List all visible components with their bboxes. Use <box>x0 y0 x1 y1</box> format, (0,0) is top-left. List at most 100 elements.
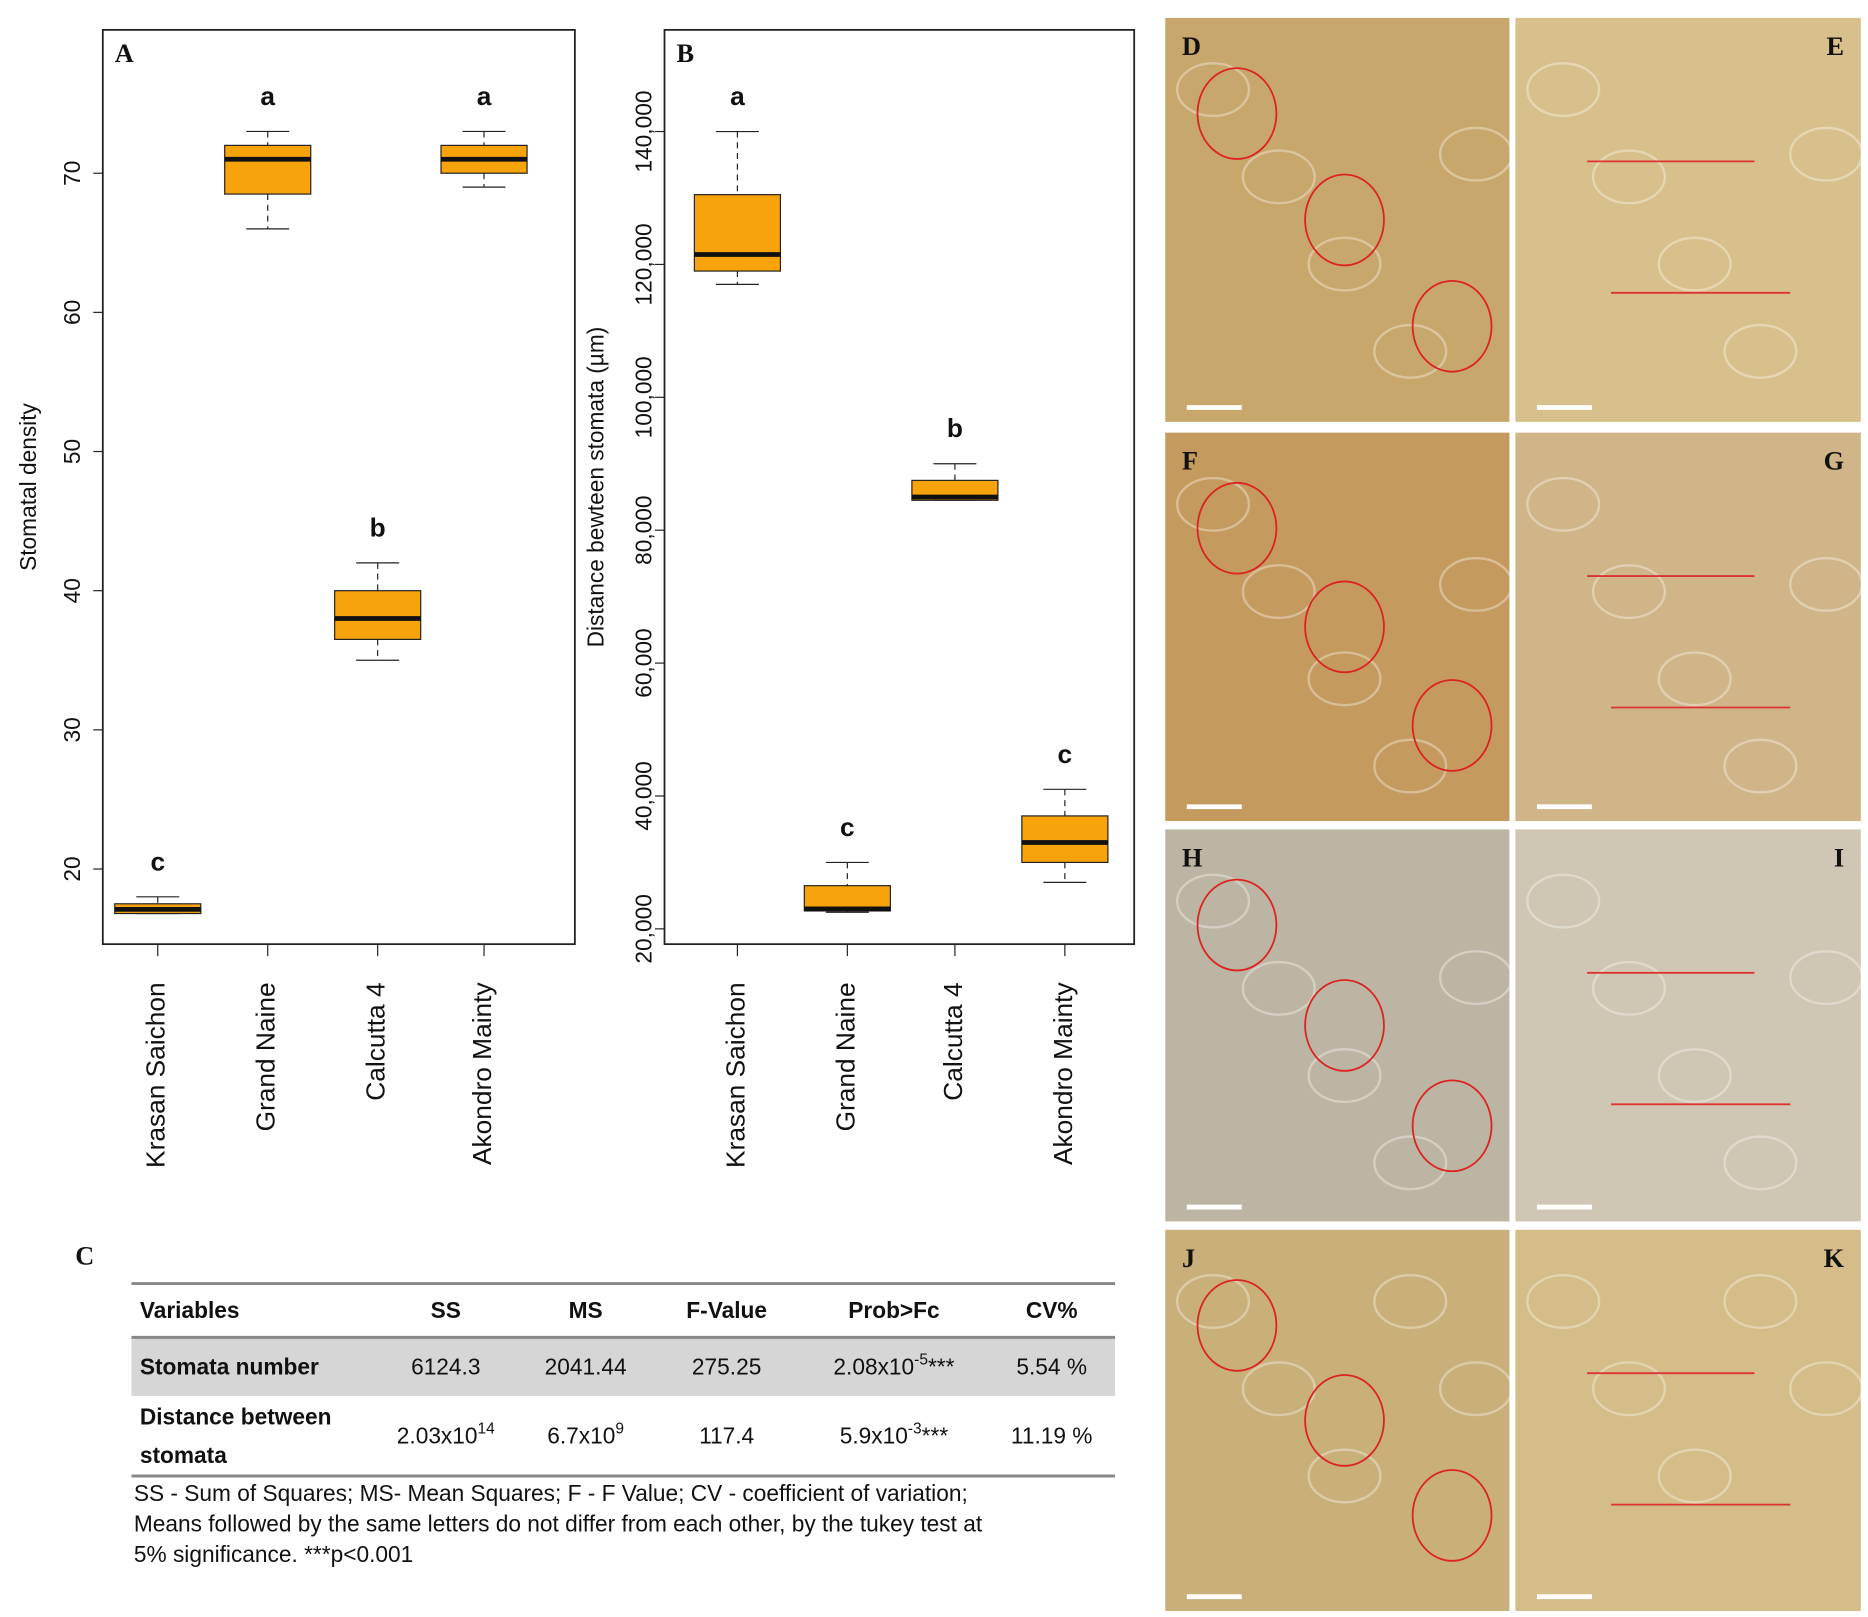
stoma-marker <box>1196 878 1278 972</box>
cell-base: 6124.3 <box>411 1353 480 1379</box>
cell-tail: *** <box>928 1353 955 1379</box>
table-note: Means followed by the same letters do no… <box>134 1511 983 1537</box>
table-cell: 6.7x109 <box>547 1420 624 1448</box>
row-label: Stomata number <box>140 1353 319 1379</box>
cell-outline <box>1657 651 1732 707</box>
cell-outline <box>1307 236 1382 292</box>
cell-outline <box>1591 960 1667 1016</box>
cell-outline <box>1723 1274 1798 1329</box>
cell-outline <box>1241 960 1316 1016</box>
y-tick-label: 20,000 <box>630 894 656 963</box>
cell-base: 5.54 % <box>1016 1353 1087 1379</box>
panel-label: I <box>1834 844 1844 873</box>
cell-base: 11.19 % <box>1011 1423 1093 1449</box>
y-axis-label: Distance bewteen stomata (µm) <box>583 327 609 648</box>
column-header: SS <box>431 1297 461 1323</box>
panel-label: G <box>1824 447 1844 476</box>
cell-outline <box>1241 1361 1316 1417</box>
plot-frame <box>101 28 576 946</box>
table-cell: 2.08x10-5*** <box>833 1351 954 1379</box>
row-bg <box>131 1338 1116 1396</box>
x-tick-label: Grand Naine <box>251 982 281 1131</box>
column-header: CV% <box>1026 1297 1078 1323</box>
y-tick-label: 100,000 <box>630 356 656 438</box>
cell-outline <box>1438 950 1514 1006</box>
cell-sup: 14 <box>478 1420 496 1437</box>
x-tick-label: Akondro Mainty <box>1048 982 1078 1165</box>
table-cell: 5.54 % <box>1016 1353 1087 1379</box>
x-tick-label: Krasan Saichon <box>141 982 171 1168</box>
cell-base: 2041.44 <box>545 1353 627 1379</box>
column-header: F-Value <box>686 1297 767 1323</box>
stoma-marker <box>1304 173 1385 267</box>
micrograph <box>1515 432 1861 822</box>
cell-sup: -5 <box>914 1351 928 1368</box>
micrograph <box>1515 17 1861 422</box>
box <box>224 144 312 195</box>
table-cell: 275.25 <box>692 1353 761 1379</box>
micrograph <box>1165 829 1510 1222</box>
group-letter: c <box>840 812 855 842</box>
cell-base: 6.7x10 <box>547 1423 615 1449</box>
cell-outline <box>1789 556 1864 612</box>
cell-base: 2.08x10 <box>833 1353 914 1379</box>
cell-base: 5.9x10 <box>840 1423 908 1449</box>
stoma-marker <box>1411 1469 1493 1562</box>
table-cell: 11.19 % <box>1011 1423 1093 1449</box>
cell-outline <box>1307 1048 1382 1104</box>
x-tick-label: Calcutta 4 <box>938 982 968 1100</box>
stoma-marker <box>1196 1279 1278 1372</box>
panel-label: H <box>1182 844 1202 873</box>
panel-label: J <box>1182 1244 1195 1273</box>
stoma-marker <box>1304 1374 1385 1467</box>
stoma-marker <box>1196 481 1278 575</box>
cell-outline <box>1241 564 1316 620</box>
cell-outline <box>1526 62 1601 118</box>
cell-outline <box>1438 1361 1514 1417</box>
cell-outline <box>1591 1361 1667 1417</box>
cell-outline <box>1657 236 1732 292</box>
y-tick-label: 70 <box>59 161 85 186</box>
cell-outline <box>1373 738 1448 794</box>
cell-outline <box>1591 149 1667 205</box>
cell-outline <box>1657 1048 1732 1104</box>
y-tick-label: 50 <box>59 439 85 464</box>
stoma-marker <box>1196 67 1278 160</box>
cell-outline <box>1526 476 1601 532</box>
micrograph <box>1165 1229 1510 1612</box>
cell-sup: 9 <box>615 1420 624 1437</box>
cell-outline <box>1438 126 1514 182</box>
panel-label: B <box>676 39 694 68</box>
y-tick-label: 60,000 <box>630 628 656 697</box>
y-axis-label: Stomatal density <box>15 403 41 571</box>
micrograph <box>1165 17 1510 422</box>
group-letter: c <box>150 846 165 876</box>
y-tick-label: 60 <box>59 300 85 325</box>
cell-outline <box>1591 564 1667 620</box>
group-letter: a <box>260 81 275 111</box>
group-letter: b <box>370 512 386 542</box>
table-cell: 5.9x10-3*** <box>840 1420 949 1448</box>
x-tick-label: Akondro Mainty <box>467 982 497 1165</box>
panel-label: A <box>115 39 134 68</box>
micrograph <box>1515 1229 1861 1612</box>
table-note: 5% significance. ***p<0.001 <box>134 1541 413 1567</box>
cell-outline <box>1176 476 1251 532</box>
cell-base: 2.03x10 <box>397 1423 478 1449</box>
group-letter: b <box>947 413 963 443</box>
cell-tail: *** <box>922 1423 949 1449</box>
panel-label: E <box>1827 32 1845 61</box>
table-cell: 6124.3 <box>411 1353 480 1379</box>
panel-label: D <box>1182 32 1201 61</box>
y-tick-label: 40 <box>59 578 85 603</box>
group-letter: a <box>730 81 745 111</box>
y-tick-label: 40,000 <box>630 761 656 830</box>
cell-outline <box>1373 1274 1448 1329</box>
box <box>1021 815 1109 864</box>
box <box>693 194 782 272</box>
y-tick-label: 30 <box>59 717 85 742</box>
stoma-marker <box>1304 979 1385 1072</box>
cell-outline <box>1241 149 1316 205</box>
cell-sup: -3 <box>908 1420 922 1437</box>
